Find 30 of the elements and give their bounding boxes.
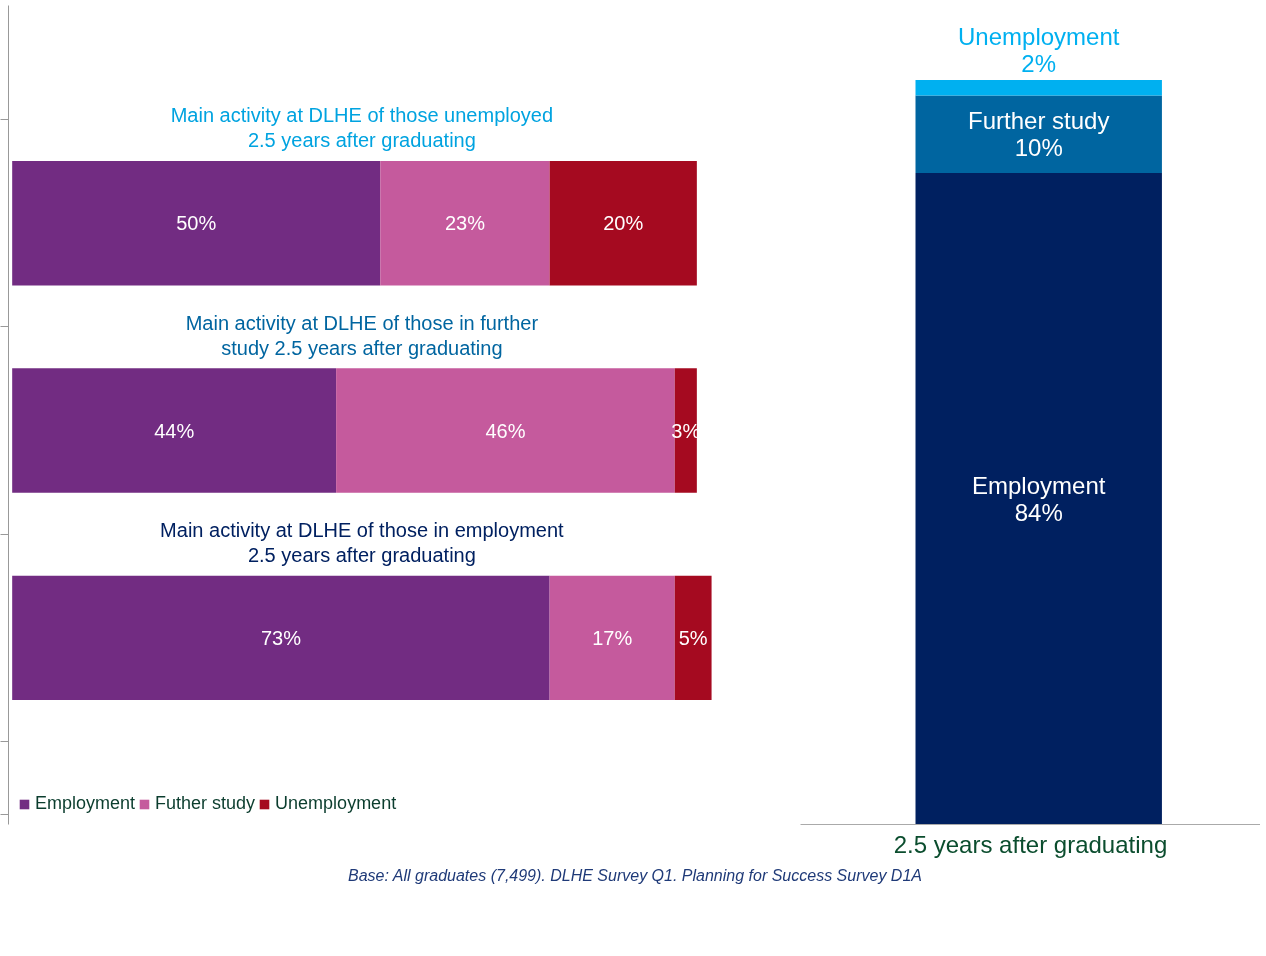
x-axis-title: 2.5 years after graduating [893,830,1168,858]
series-label: Unemployment [958,22,1120,50]
category-label: Main activity at DLHE of those in employment 2.5 years after graduating [160,518,564,567]
bar [380,161,550,286]
series-label: Employment [972,471,1106,499]
text: Base: All graduates (7,499). DLHE Survey Q1. Planning for Success Survey D1A [348,866,922,886]
bar [674,368,697,493]
data-label: 5% [678,626,708,649]
bar [12,161,381,286]
data-label: 44% [154,419,195,442]
series-label: Further study [968,107,1110,135]
data-label: 17% [592,626,633,649]
bar [12,575,550,701]
data-label: 84% [1014,498,1063,526]
data-label: 73% [260,626,302,649]
legend-label: Futher study [155,793,256,814]
data-label: 46% [485,419,526,442]
data-label: 23% [444,212,486,235]
legend-label: Employment [35,793,136,814]
data-label: 20% [603,212,644,235]
bar [549,161,697,286]
bar [12,368,337,493]
category-label: Main activity at DLHE of those in further study 2.5 years after graduating [185,311,539,359]
bar [549,575,675,701]
category-label: Main activity at DLHE of those unemployed 2.5 years after graduating [170,104,554,152]
data-label: 10% [1014,134,1063,162]
data-label: 50% [176,212,217,235]
legend-label: Unemployment [275,793,397,814]
bar [674,575,712,701]
data-label: 2% [1021,49,1057,77]
